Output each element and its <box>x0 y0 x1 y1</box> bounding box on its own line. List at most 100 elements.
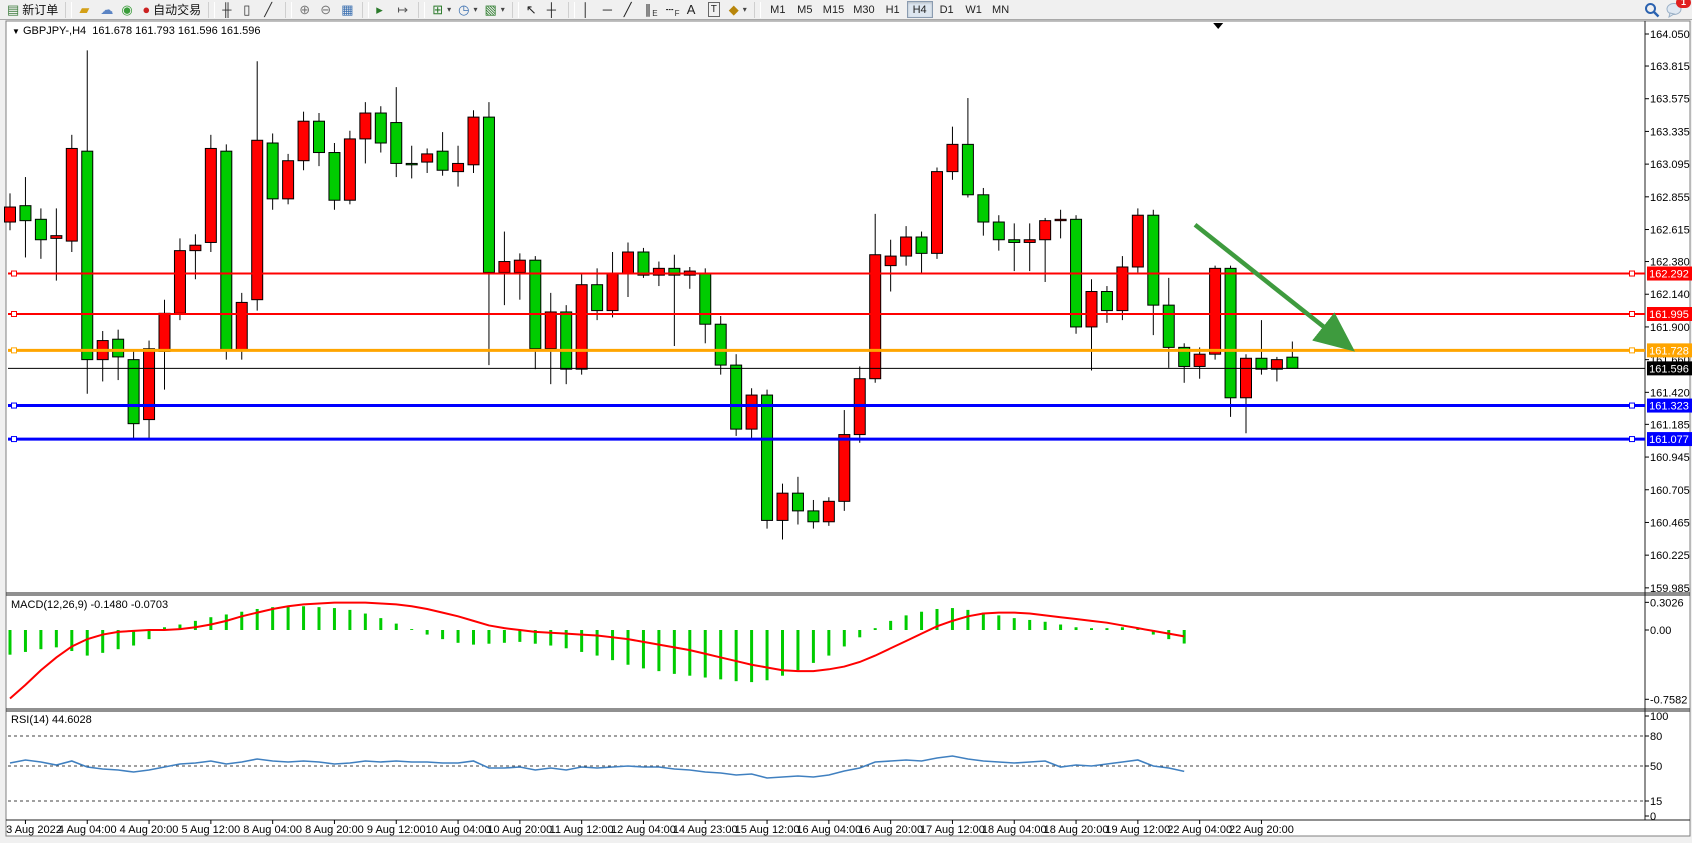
fibonacci-icon: ┄ <box>665 2 674 17</box>
candle <box>405 162 418 166</box>
candle <box>977 194 990 223</box>
candle <box>328 152 341 201</box>
timeframe-button-h1[interactable]: H1 <box>880 1 906 18</box>
candlestick-chart-icon: ▯ <box>243 2 251 17</box>
candle <box>1054 218 1067 222</box>
trendline-icon: ╱ <box>623 2 632 17</box>
candle <box>791 492 804 512</box>
text-label-button[interactable]: T <box>705 1 725 19</box>
price-tick-label: 162.615 <box>1650 225 1690 237</box>
candle <box>776 492 789 521</box>
new-order-button[interactable]: ▤ 新订单 <box>4 1 61 19</box>
notification-badge: 1 <box>1676 0 1691 8</box>
macd-tick-label: 0.00 <box>1650 625 1671 637</box>
candle <box>452 162 465 173</box>
chevron-down-icon[interactable]: ▾ <box>742 5 747 14</box>
new-order-icon: ▤ <box>7 2 20 17</box>
date-tick-label: 16 Aug 20:00 <box>858 824 923 836</box>
crosshair-button[interactable]: ┼ <box>544 1 564 19</box>
candle <box>946 143 959 173</box>
candle <box>266 142 279 200</box>
candle <box>1240 357 1252 399</box>
candle <box>498 261 511 273</box>
chevron-down-icon[interactable]: ▾ <box>500 5 505 14</box>
gold-bars-icon: ▰ <box>79 2 90 17</box>
candle <box>544 311 557 350</box>
tile-windows-button[interactable]: ▦ <box>338 1 358 19</box>
chart-collapse-icon[interactable]: ▼ <box>12 27 20 36</box>
toolbar-separator <box>285 1 293 18</box>
auto-scroll-icon: ▸ <box>376 2 383 17</box>
timeframe-button-d1[interactable]: D1 <box>934 1 960 18</box>
toolbar-separator <box>418 1 426 18</box>
arrows-button[interactable]: ◆ ▾ <box>726 1 750 19</box>
date-tick-label: 10 Aug 04:00 <box>426 824 491 836</box>
candle <box>1178 346 1191 367</box>
price-tick-label: 160.705 <box>1650 485 1690 497</box>
date-tick-label: 9 Aug 12:00 <box>367 824 426 836</box>
templates-button[interactable]: ▧ ▾ <box>481 1 507 19</box>
date-tick-label: 16 Aug 04:00 <box>796 824 861 836</box>
trendline-button[interactable]: ╱ <box>621 1 641 19</box>
chevron-down-icon[interactable]: ▾ <box>473 5 478 14</box>
gold-bars-button[interactable]: ▰ <box>76 1 96 19</box>
periods-icon: ◷ <box>458 2 470 17</box>
trend-arrow-annotation[interactable] <box>1193 222 1356 352</box>
date-tick-label: 14 Aug 23:00 <box>673 824 738 836</box>
cursor-button[interactable]: ↖ <box>523 1 543 19</box>
text-button[interactable]: A <box>684 1 704 19</box>
timeframe-button-h4[interactable]: H4 <box>906 1 933 18</box>
candlestick-chart-button[interactable]: ▯ <box>240 1 260 19</box>
date-tick-label: 22 Aug 04:00 <box>1167 824 1232 836</box>
timeframe-button-m1[interactable]: M1 <box>765 1 791 18</box>
vertical-line-button[interactable]: │ <box>579 1 599 19</box>
timeframe-button-m5[interactable]: M5 <box>792 1 818 18</box>
candle <box>173 250 186 314</box>
candle <box>961 143 974 196</box>
horizontal-line-button[interactable]: ─ <box>600 1 620 19</box>
search-icon[interactable] <box>1644 2 1660 18</box>
templates-icon: ▧ <box>484 2 497 17</box>
candle <box>1255 357 1268 370</box>
timeframe-button-m15[interactable]: M15 <box>819 1 848 18</box>
candle <box>761 394 774 521</box>
chevron-down-icon[interactable]: ▾ <box>447 5 452 14</box>
toolbar-separator <box>753 1 761 18</box>
timeframe-button-m30[interactable]: M30 <box>849 1 878 18</box>
candle <box>1131 214 1144 268</box>
candle <box>622 251 634 275</box>
chart-shift-marker[interactable] <box>1213 23 1224 29</box>
date-tick-label: 3 Aug 2022 <box>6 824 62 836</box>
rsi-panel: 100 80 50 15 0 <box>8 711 1668 823</box>
auto-scroll-button[interactable]: ▸ <box>373 1 393 19</box>
equidistant-channel-button[interactable]: ∥ E <box>642 1 662 19</box>
chat-icon[interactable]: 1 <box>1666 0 1691 18</box>
zoom-out-button[interactable]: ⊖ <box>317 1 337 19</box>
candle <box>668 267 681 276</box>
new-chart-button[interactable]: ⊞ ▾ <box>429 1 454 19</box>
fibonacci-button[interactable]: ┄ F <box>663 1 683 19</box>
zoom-in-button[interactable]: ⊕ <box>296 1 316 19</box>
line-chart-button[interactable]: ╱ <box>261 1 281 19</box>
symbol-period-label: GBPJPY-,H4 <box>22 25 87 37</box>
candle <box>591 284 604 312</box>
bar-chart-button[interactable]: ╫ <box>219 1 239 19</box>
candle <box>637 251 650 276</box>
candle <box>204 147 217 243</box>
signals-button[interactable]: ◉ <box>118 1 138 19</box>
candle <box>220 150 233 351</box>
user-cloud-button[interactable]: ☁ <box>97 1 117 19</box>
auto-trading-button-label: 自动交易 <box>153 3 202 17</box>
timeframe-button-w1[interactable]: W1 <box>961 1 987 18</box>
candle <box>931 171 943 254</box>
date-tick-label: 11 Aug 12:00 <box>550 824 614 836</box>
candle <box>714 323 727 366</box>
text-label-icon: T <box>707 2 720 17</box>
periods-button[interactable]: ◷ ▾ <box>455 1 480 19</box>
date-tick-label: 10 Aug 20:00 <box>487 824 552 836</box>
chart-shift-button[interactable]: ↦ <box>394 1 414 19</box>
timeframe-button-mn[interactable]: MN <box>988 1 1014 18</box>
auto-trading-button[interactable]: ● 自动交易 <box>139 1 204 19</box>
